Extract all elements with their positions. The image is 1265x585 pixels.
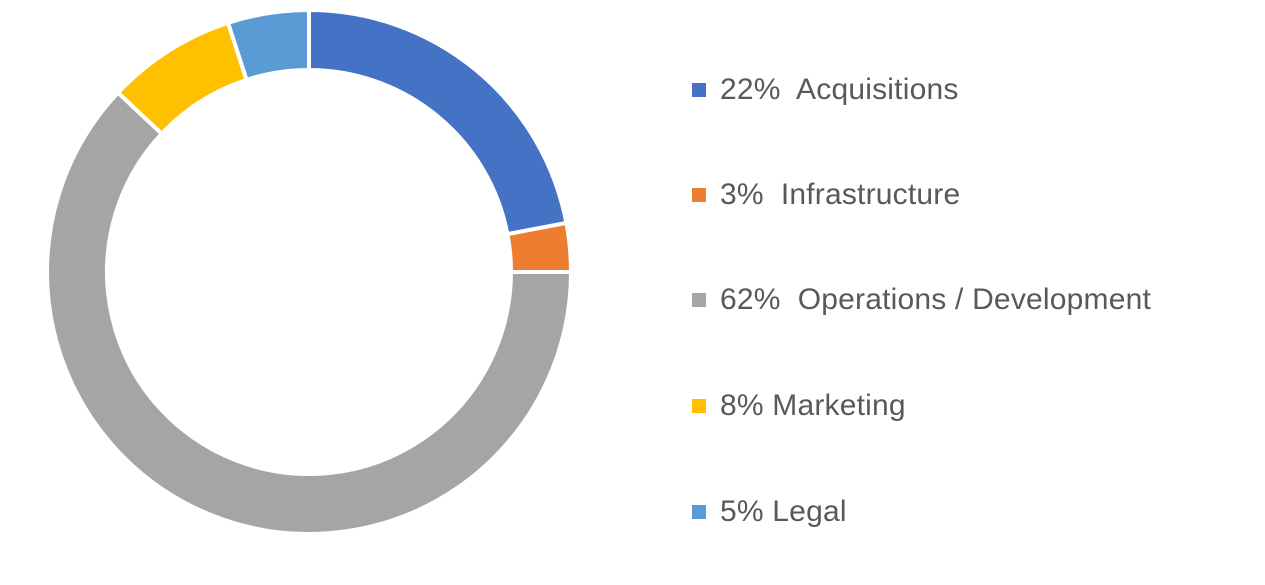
donut-slice-legal — [225, 7, 311, 83]
legend-item-infrastructure: 3% Infrastructure — [692, 165, 960, 225]
legend-label-operations-development: 62% Operations / Development — [720, 283, 1152, 316]
chart-legend: 22% Acquisitions 3% Infrastructure 62% Ope… — [692, 60, 1252, 560]
legend-item-operations-development: 62% Operations / Development — [692, 270, 1151, 330]
legend-label-infrastructure: 3% Infrastructure — [720, 178, 961, 211]
legend-label-legal: 5% Legal — [720, 495, 847, 528]
legend-swatch-legal — [692, 505, 706, 519]
donut-slice-acquisitions — [307, 7, 569, 237]
legend-item-acquisitions: 22% Acquisitions — [692, 60, 959, 120]
donut-slice-operations-development — [45, 89, 574, 536]
legend-swatch-operations-development — [692, 293, 706, 307]
legend-label-acquisitions: 22% Acquisitions — [720, 73, 959, 106]
legend-item-legal: 5% Legal — [692, 482, 847, 542]
legend-swatch-infrastructure — [692, 188, 706, 202]
legend-swatch-acquisitions — [692, 83, 706, 97]
legend-item-marketing: 8% Marketing — [692, 376, 906, 436]
legend-label-marketing: 8% Marketing — [720, 389, 906, 422]
legend-swatch-marketing — [692, 399, 706, 413]
